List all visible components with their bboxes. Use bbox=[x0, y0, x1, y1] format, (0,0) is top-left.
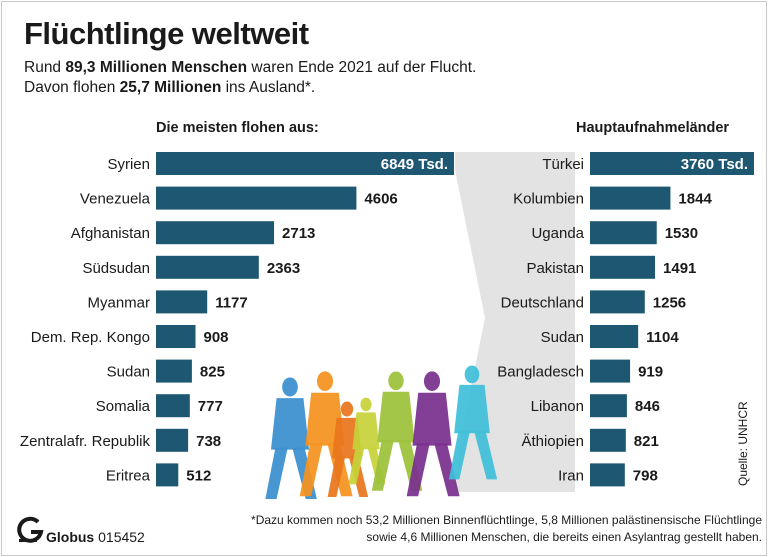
category-label: Türkei bbox=[542, 156, 584, 173]
right-bars: Türkei 3760 Tsd. Kolumbien 1844 Uganda 1530 Pa… bbox=[497, 152, 754, 487]
value-label: 1491 bbox=[663, 260, 696, 277]
globus-logo-icon bbox=[17, 516, 44, 543]
person-silhouette-icon bbox=[406, 371, 460, 497]
bar bbox=[590, 428, 626, 452]
bar bbox=[156, 290, 208, 314]
person-silhouette-icon bbox=[348, 397, 386, 485]
subtitle-line-1: Rund 89,3 Millionen Menschen waren Ende … bbox=[24, 59, 477, 76]
value-label: 1844 bbox=[678, 191, 712, 208]
footnote-line-1: *Dazu kommen noch 53,2 Millionen Binnenf… bbox=[251, 513, 762, 527]
bar bbox=[156, 428, 189, 452]
bar bbox=[156, 359, 192, 383]
right-chart-heading: Hauptaufnahmeländer bbox=[576, 120, 730, 136]
category-label: Sudan bbox=[541, 329, 584, 346]
value-label: 3760 Tsd. bbox=[681, 156, 748, 173]
category-label: Myanmar bbox=[87, 294, 150, 311]
bar bbox=[590, 186, 671, 210]
person-silhouette-icon bbox=[448, 365, 498, 480]
bar bbox=[156, 221, 275, 245]
category-label: Sudan bbox=[107, 364, 150, 381]
bar bbox=[156, 152, 454, 175]
value-label: 738 bbox=[196, 433, 221, 450]
value-label: 1104 bbox=[646, 329, 679, 346]
value-label: 821 bbox=[634, 433, 659, 450]
bar bbox=[156, 463, 179, 487]
footnote-line-2: sowie 4,6 Millionen Menschen, die bereit… bbox=[366, 530, 762, 544]
bar bbox=[156, 325, 196, 348]
category-label: Libanon bbox=[531, 398, 584, 415]
bar bbox=[590, 290, 645, 314]
bar bbox=[590, 325, 639, 348]
category-label: Äthiopien bbox=[521, 433, 584, 450]
category-label: Zentralafr. Republik bbox=[20, 433, 151, 450]
category-label: Südsudan bbox=[82, 260, 150, 277]
bar bbox=[156, 186, 357, 210]
value-label: 1256 bbox=[653, 294, 686, 311]
value-label: 512 bbox=[186, 467, 211, 484]
category-label: Somalia bbox=[96, 398, 151, 415]
value-label: 2713 bbox=[282, 225, 315, 242]
page-title: Flüchtlinge weltweit bbox=[24, 16, 309, 51]
bar bbox=[590, 255, 656, 279]
bar bbox=[590, 394, 627, 418]
value-label: 777 bbox=[198, 398, 223, 415]
bar bbox=[590, 463, 625, 487]
category-label: Eritrea bbox=[106, 467, 151, 484]
bar bbox=[590, 152, 754, 175]
category-label: Dem. Rep. Kongo bbox=[31, 329, 150, 346]
value-label: 825 bbox=[200, 364, 225, 381]
subtitle-line-2: Davon flohen 25,7 Millionen ins Ausland*… bbox=[24, 79, 316, 96]
category-label: Venezuela bbox=[80, 191, 151, 208]
category-label: Syrien bbox=[107, 156, 150, 173]
source-note: Quelle: UNHCR bbox=[736, 401, 750, 486]
category-label: Deutschland bbox=[501, 294, 584, 311]
value-label: 846 bbox=[635, 398, 660, 415]
left-bars: Syrien 6849 Tsd. Venezuela 4606 Afghanistan 2… bbox=[20, 152, 454, 487]
category-label: Iran bbox=[558, 467, 584, 484]
category-label: Pakistan bbox=[526, 260, 584, 277]
category-label: Afghanistan bbox=[71, 225, 150, 242]
value-label: 1530 bbox=[665, 225, 698, 242]
refugee-silhouettes-icon bbox=[265, 365, 498, 499]
value-label: 1177 bbox=[215, 294, 248, 311]
value-label: 4606 bbox=[364, 191, 397, 208]
bar bbox=[156, 394, 190, 418]
value-label: 2363 bbox=[267, 260, 300, 277]
category-label: Uganda bbox=[531, 225, 584, 242]
category-label: Bangladesch bbox=[497, 364, 584, 381]
value-label: 908 bbox=[204, 329, 229, 346]
value-label: 798 bbox=[633, 467, 658, 484]
left-chart-heading: Die meisten flohen aus: bbox=[156, 120, 319, 136]
bar bbox=[590, 359, 631, 383]
footnote: *Dazu kommen noch 53,2 Millionen Binnenf… bbox=[210, 512, 762, 546]
publisher-credit: Globus 015452 bbox=[46, 529, 145, 545]
category-label: Kolumbien bbox=[513, 191, 584, 208]
value-label: 6849 Tsd. bbox=[381, 156, 448, 173]
value-label: 919 bbox=[638, 364, 663, 381]
bar bbox=[156, 255, 259, 279]
bar bbox=[590, 221, 657, 245]
